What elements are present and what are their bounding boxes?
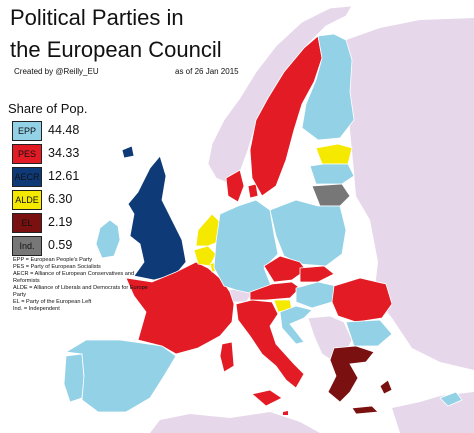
country-slovakia [299,265,335,283]
country-germany [213,199,279,295]
note-ind: Ind. = Independent [13,306,60,312]
country-lithuania [311,183,351,207]
country-latvia [309,163,355,185]
abbreviation-notes: EPP = European People's Party PES = Part… [13,257,148,313]
legend-value-aecr: 12.61 [48,169,80,183]
country-croatia [279,305,313,345]
note-alde: ALDE = Alliance of Liberals and Democrat… [13,285,148,298]
legend-swatch-pes: PES [12,144,42,164]
legend-value-el: 2.19 [48,215,73,229]
legend-value-epp: 44.48 [48,123,80,137]
legend-swatch-el: EL [12,213,42,233]
country-france [125,261,235,355]
country-italy [219,299,305,407]
country-portugal [63,353,85,403]
country-belgium [193,245,217,267]
country-hungary [295,281,337,309]
note-aecr: AECR = Alliance of European Conservative… [13,271,135,284]
note-epp: EPP = European People's Party [13,257,93,263]
legend-swatch-ind: Ind. [12,236,42,256]
map-title-line-1: Political Parties in [10,5,184,30]
country-malta [283,411,288,415]
eastern-europe-land [346,18,474,433]
norway-land [207,5,353,185]
country-estonia [315,143,353,165]
legend-swatch-alde: ALDE [12,190,42,210]
country-spain [64,339,177,413]
legend-value-pes: 34.33 [48,146,80,160]
legend-value-alde: 6.30 [48,192,73,206]
country-ireland [95,219,121,259]
legend-title: Share of Pop. [8,101,88,116]
note-pes: PES = Party of European Socialists [13,264,101,270]
country-sweden [249,35,323,197]
legend-value-ind: 0.59 [48,238,73,252]
country-cyprus [439,391,463,407]
country-finland [301,33,355,141]
legend-swatch-aecr: AECR [12,167,42,187]
country-greece [327,345,393,415]
date-label: as of 26 Jan 2015 [175,67,239,76]
country-denmark [225,169,259,203]
north-africa-land [150,412,320,433]
note-el: EL = Party of the European Left [13,299,92,305]
country-bulgaria [345,319,393,347]
map-title-line-2: the European Council [10,37,222,62]
author-credit: Created by @Reilly_EU [14,67,99,76]
country-romania [331,277,393,323]
country-poland [269,199,347,267]
legend-swatch-epp: EPP [12,121,42,141]
